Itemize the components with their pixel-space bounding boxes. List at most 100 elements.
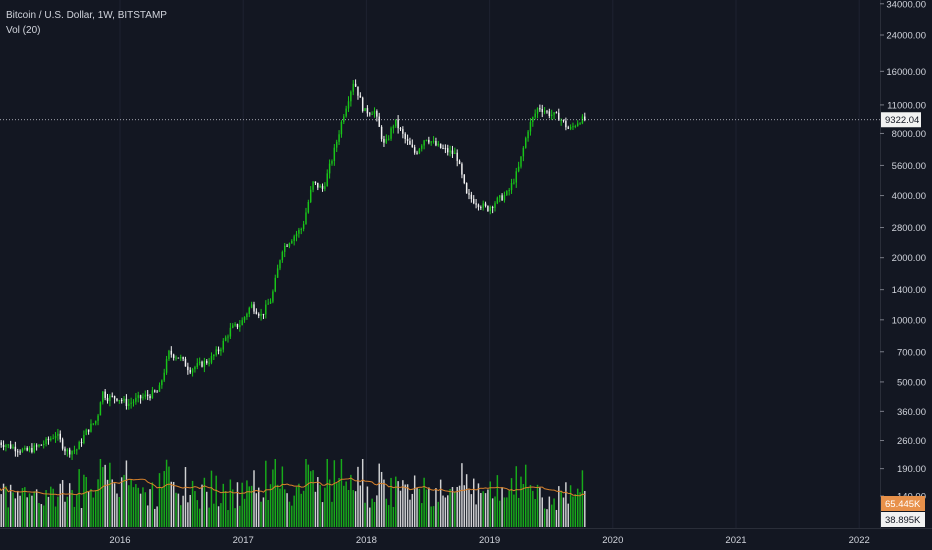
candle-body xyxy=(404,133,406,139)
volume-bar xyxy=(409,499,411,527)
volume-bar xyxy=(425,489,428,527)
candle-body xyxy=(520,156,522,167)
volume-bar xyxy=(309,471,312,527)
volume-bar xyxy=(50,486,52,527)
volume-bar xyxy=(357,466,359,527)
time-tick-label: 2018 xyxy=(356,535,377,546)
candle-body xyxy=(536,108,539,114)
volume-bar xyxy=(482,491,484,527)
candle-body xyxy=(470,194,473,199)
candle-body xyxy=(328,163,331,174)
volume-bar xyxy=(109,462,111,527)
volume-bar xyxy=(182,495,184,527)
volume-bar xyxy=(522,483,525,527)
candle-body xyxy=(85,429,87,436)
volume-bar xyxy=(189,494,191,527)
candle-body xyxy=(376,111,378,117)
candle-body xyxy=(142,396,144,399)
candle-body xyxy=(527,131,529,139)
candle-body xyxy=(416,152,418,154)
volume-bar xyxy=(484,493,487,527)
volume-bar xyxy=(437,501,440,527)
candle-body xyxy=(406,138,409,141)
volume-bar xyxy=(28,493,31,527)
volume-bar xyxy=(385,498,388,527)
candle-body xyxy=(357,86,359,96)
candle-body xyxy=(50,438,52,441)
time-tick-label: 2017 xyxy=(233,535,254,546)
time-tick-label: 2022 xyxy=(849,535,870,546)
volume-bar xyxy=(31,495,33,527)
candle-body xyxy=(243,317,246,321)
volume-bar xyxy=(498,500,501,527)
volume-bar xyxy=(371,498,373,527)
volume-bar xyxy=(411,493,414,527)
candle-body xyxy=(364,108,366,112)
candle-body xyxy=(347,101,350,109)
candles xyxy=(0,79,586,460)
candle-body xyxy=(317,182,319,188)
volume-bar xyxy=(139,493,142,527)
candle-body xyxy=(286,245,288,247)
volume-bar xyxy=(274,459,276,527)
volume-bar xyxy=(156,506,158,527)
volume-bar xyxy=(78,469,80,527)
candle-body xyxy=(33,445,35,453)
candle-body xyxy=(229,327,232,337)
volume-bar xyxy=(449,489,451,527)
volume-bar xyxy=(255,493,258,527)
volume-bar xyxy=(68,483,71,527)
volume-bar xyxy=(113,483,116,527)
candle-body xyxy=(447,148,449,153)
candle-body xyxy=(180,357,182,359)
volume-bar xyxy=(26,497,28,527)
candle-body xyxy=(524,138,527,148)
volume-bar xyxy=(413,475,416,527)
candle-body xyxy=(220,349,222,352)
price-tick-label: 190.00 xyxy=(897,464,926,475)
candle-body xyxy=(272,291,274,302)
volume-bar xyxy=(260,501,262,527)
volume-bar xyxy=(177,493,180,527)
price-axis[interactable]: 34000.00 24000.00 16000.00 11000.00 8000.00 5… xyxy=(880,0,926,528)
last-price-value: 9322.04 xyxy=(885,115,919,126)
candle-body xyxy=(491,206,494,208)
volume-bar xyxy=(442,495,444,527)
volume-bar xyxy=(97,479,99,527)
volume-bar xyxy=(361,459,364,527)
volume-bar xyxy=(468,489,470,527)
time-axis[interactable]: 2016 2017 2018 2019 2020 2021 2022 xyxy=(0,528,932,547)
volume-bar xyxy=(243,498,246,527)
candle-body xyxy=(97,415,99,421)
volume-bar xyxy=(163,471,165,527)
candle-body xyxy=(423,140,425,146)
volume-bar xyxy=(387,505,390,527)
candle-body xyxy=(239,325,241,328)
price-tick-label: 4000.00 xyxy=(892,191,926,202)
candle-body xyxy=(503,194,506,201)
volume-bar xyxy=(331,501,333,527)
candle-body xyxy=(562,119,565,121)
volume-bar xyxy=(380,471,383,527)
volume-bar xyxy=(90,488,92,527)
volume-bar xyxy=(489,481,492,527)
volume-bar xyxy=(92,497,95,527)
volume-bar xyxy=(142,487,144,527)
volume-bar xyxy=(64,501,66,527)
volume-bar xyxy=(279,488,281,527)
volume-bar xyxy=(418,488,421,527)
candle-body xyxy=(40,444,43,446)
volume-bar xyxy=(232,489,234,527)
volume-bar xyxy=(515,466,517,527)
volume-bar xyxy=(347,490,350,527)
candle-body xyxy=(210,356,213,363)
volume-bar xyxy=(24,487,26,527)
candle-body xyxy=(413,147,416,153)
candle-body xyxy=(125,398,128,406)
volume-bar xyxy=(562,497,565,527)
candle-body xyxy=(14,446,17,452)
volume-bar xyxy=(307,464,310,527)
volume-bar xyxy=(128,485,130,527)
candle-body xyxy=(335,141,338,148)
